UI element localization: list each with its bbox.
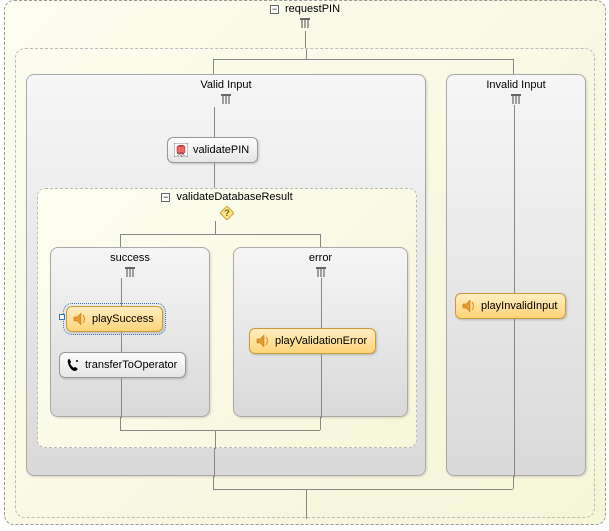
connector xyxy=(306,489,307,519)
fork-icon xyxy=(298,17,312,29)
sql-icon xyxy=(174,143,188,157)
play-success-activity[interactable]: playSuccess xyxy=(66,306,163,332)
play-validation-error-activity[interactable]: playValidationError xyxy=(249,328,376,354)
connector xyxy=(213,489,513,490)
collapse-icon[interactable]: − xyxy=(270,5,279,14)
decision-icon xyxy=(220,206,234,220)
request-pin-container: − requestPIN Valid Input validatePIN xyxy=(4,0,606,525)
connector xyxy=(306,49,307,59)
branch-header: success xyxy=(51,248,209,264)
fork-icon xyxy=(123,266,137,278)
sub-title: validateDatabaseResult xyxy=(176,191,292,203)
connector xyxy=(305,31,306,48)
speaker-icon xyxy=(462,299,476,313)
phone-icon xyxy=(66,358,80,372)
connector xyxy=(513,59,514,74)
branch-header: Invalid Input xyxy=(447,75,585,91)
connector xyxy=(120,417,121,430)
connector xyxy=(214,107,215,137)
connector xyxy=(514,105,515,293)
branch-header: Valid Input xyxy=(27,75,425,91)
connector xyxy=(321,278,322,328)
branch-title: Valid Input xyxy=(200,79,251,91)
speaker-icon xyxy=(73,312,87,326)
inner-fork-area: Valid Input validatePIN − validateDataba… xyxy=(15,48,595,518)
invalid-input-branch[interactable]: Invalid Input playInvalidInput xyxy=(446,74,586,476)
connector xyxy=(120,430,320,431)
activity-label: playValidationError xyxy=(275,335,367,347)
connector xyxy=(320,234,321,247)
sub-header: − validateDatabaseResult xyxy=(38,189,416,203)
selection-handle[interactable] xyxy=(59,314,65,320)
connector xyxy=(213,59,214,74)
connector xyxy=(514,319,515,477)
validate-db-result-container: − validateDatabaseResult success xyxy=(37,188,417,448)
activity-label: transferToOperator xyxy=(85,359,177,371)
activity-label: playInvalidInput xyxy=(481,300,557,312)
error-branch[interactable]: error playValidationError xyxy=(233,247,408,417)
connector xyxy=(215,430,216,449)
valid-input-branch[interactable]: Valid Input validatePIN − validateDataba… xyxy=(26,74,426,476)
connector xyxy=(513,476,514,489)
container-title: requestPIN xyxy=(285,3,340,15)
play-invalid-input-activity[interactable]: playInvalidInput xyxy=(455,293,566,319)
connector xyxy=(121,278,122,306)
activity-label: validatePIN xyxy=(193,144,249,156)
connector xyxy=(121,378,122,418)
transfer-operator-activity[interactable]: transferToOperator xyxy=(59,352,186,378)
connector xyxy=(320,417,321,430)
container-header: − requestPIN xyxy=(5,1,605,15)
branch-title: error xyxy=(309,252,332,264)
connector xyxy=(213,59,513,60)
connector xyxy=(121,332,122,352)
connector xyxy=(120,234,320,235)
branch-title: success xyxy=(110,252,150,264)
fork-icon xyxy=(314,266,328,278)
connector xyxy=(214,163,215,188)
validate-pin-activity[interactable]: validatePIN xyxy=(167,137,258,163)
connector xyxy=(215,221,216,234)
fork-icon xyxy=(219,93,233,105)
branch-header: error xyxy=(234,248,407,264)
connector xyxy=(214,448,215,477)
activity-label: playSuccess xyxy=(92,313,154,325)
connector xyxy=(321,354,322,418)
speaker-icon xyxy=(256,334,270,348)
connector xyxy=(120,234,121,247)
connector xyxy=(213,476,214,489)
success-branch[interactable]: success playSuccess transferToOperator xyxy=(50,247,210,417)
fork-icon xyxy=(509,93,523,105)
collapse-icon[interactable]: − xyxy=(161,193,170,202)
branch-title: Invalid Input xyxy=(486,79,545,91)
